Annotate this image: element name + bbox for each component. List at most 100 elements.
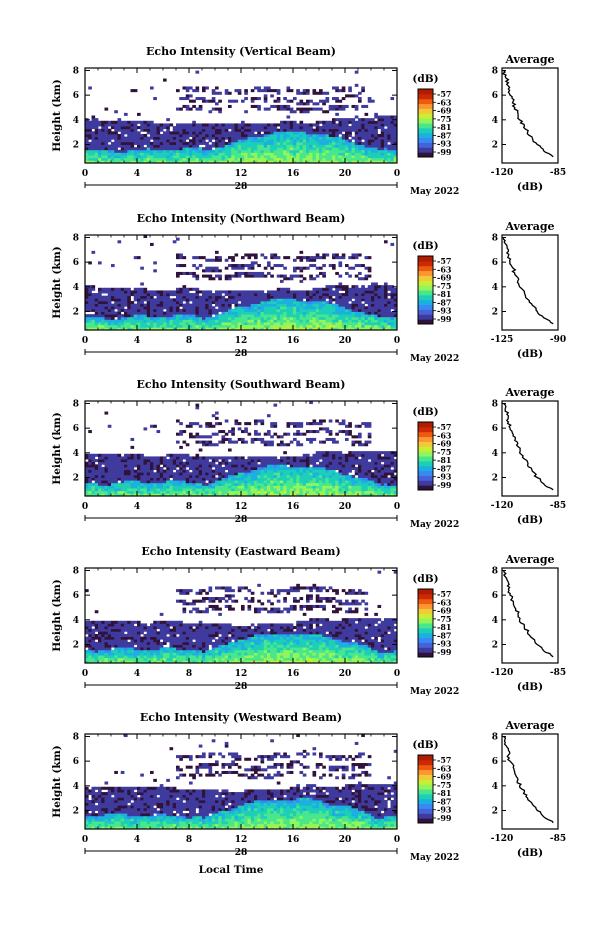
heatmap-cell <box>241 160 245 164</box>
heatmap-cell <box>208 469 213 473</box>
heatmap-cell <box>283 490 287 494</box>
heatmap-cell <box>189 298 193 302</box>
heatmap-cell <box>234 419 239 423</box>
heatmap-cell <box>189 303 193 307</box>
heatmap-cell <box>250 300 255 305</box>
heatmap-cell <box>241 464 245 468</box>
heatmap-cell <box>205 482 209 486</box>
heatmap-cell <box>130 445 135 449</box>
heatmap-cell <box>276 131 281 135</box>
heatmap-cell <box>176 472 180 476</box>
heatmap-cell <box>296 274 300 278</box>
heatmap-cell <box>133 306 138 310</box>
heatmap-cell <box>364 287 369 291</box>
heatmap-cell <box>315 493 320 497</box>
heatmap-cell <box>322 480 326 484</box>
heatmap-cell <box>312 490 317 494</box>
heatmap-cell <box>267 141 271 145</box>
heatmap-cell <box>202 443 206 447</box>
heatmap-cell <box>325 308 330 312</box>
heatmap-cell <box>156 316 161 320</box>
heatmap-cell <box>166 293 170 297</box>
heatmap-cell <box>208 422 213 426</box>
heatmap-cell <box>221 123 226 127</box>
heatmap-cell <box>361 155 365 159</box>
heatmap-cell <box>211 266 216 270</box>
heatmap-cell <box>153 424 157 428</box>
heatmap-cell <box>387 152 391 156</box>
heatmap-cell <box>98 485 102 489</box>
heatmap-cell <box>88 480 92 484</box>
heatmap-cell <box>247 422 252 426</box>
heatmap-cell <box>166 469 170 473</box>
heatmap-cell <box>354 324 359 328</box>
heatmap-cell <box>322 453 326 457</box>
heatmap-cell <box>306 324 310 328</box>
heatmap-cell <box>211 157 216 161</box>
heatmap-cell <box>254 298 258 302</box>
heatmap-cell <box>319 461 323 465</box>
heatmap-cell <box>322 300 326 305</box>
heatmap-cell <box>358 152 362 156</box>
heatmap-cell <box>237 306 242 310</box>
heatmap-cell <box>332 104 336 108</box>
heatmap-cell <box>182 256 187 260</box>
heatmap-cell <box>283 104 287 108</box>
heatmap-cell <box>107 466 112 471</box>
heatmap-cell <box>137 147 141 151</box>
heatmap-cell <box>192 314 196 318</box>
heatmap-cell <box>257 306 261 310</box>
heatmap-cell <box>250 160 255 164</box>
heatmap-cell <box>156 480 161 484</box>
heatmap-cell <box>354 285 359 289</box>
heatmap-cell <box>85 141 89 145</box>
heatmap-cell <box>286 99 291 103</box>
heatmap-cell <box>302 322 307 326</box>
heatmap-cell <box>283 466 287 471</box>
heatmap-cell <box>94 123 99 127</box>
heatmap-cell <box>146 295 151 299</box>
heatmap-cell <box>221 324 226 328</box>
heatmap-cell <box>218 126 222 130</box>
heatmap-cell <box>124 459 128 463</box>
heatmap-cell <box>195 295 200 299</box>
heatmap-cell <box>120 128 125 132</box>
heatmap-cell <box>254 139 258 143</box>
heatmap-cell <box>338 89 343 93</box>
heatmap-cell <box>117 144 122 148</box>
heatmap-cell <box>231 464 235 468</box>
heatmap-cell <box>241 136 245 140</box>
heatmap-cell <box>114 490 118 494</box>
y-tick-label: 6 <box>73 258 79 268</box>
heatmap-cell <box>224 155 229 159</box>
heatmap-cell <box>280 459 284 463</box>
heatmap-cell <box>289 474 294 478</box>
heatmap-cell <box>137 152 141 156</box>
heatmap-cell <box>163 152 167 156</box>
heatmap-cell <box>335 133 339 138</box>
heatmap-cell <box>306 110 310 114</box>
colorbar-tick-label: -81 <box>437 289 451 299</box>
heatmap-cell <box>195 319 200 323</box>
heatmap-cell <box>367 118 372 122</box>
heatmap-cell <box>332 144 336 148</box>
heatmap-cell <box>159 485 164 489</box>
heatmap-cell <box>143 482 148 486</box>
heatmap-cell <box>185 107 190 111</box>
heatmap-cell <box>299 466 304 471</box>
heatmap-cell <box>338 147 343 151</box>
heatmap-cell <box>163 474 167 478</box>
heatmap-cell <box>280 314 284 318</box>
heatmap-cell <box>179 445 183 449</box>
heatmap-cell <box>104 144 109 148</box>
heatmap-cell <box>85 152 89 156</box>
heatmap-cell <box>202 139 206 143</box>
heatmap-cell <box>98 306 102 310</box>
heatmap-cell <box>315 141 320 145</box>
heatmap-cell <box>384 147 388 151</box>
heatmap-cell <box>127 133 131 138</box>
heatmap-cell <box>250 311 255 315</box>
heatmap-cell <box>250 303 255 307</box>
heatmap-cell <box>169 482 174 486</box>
